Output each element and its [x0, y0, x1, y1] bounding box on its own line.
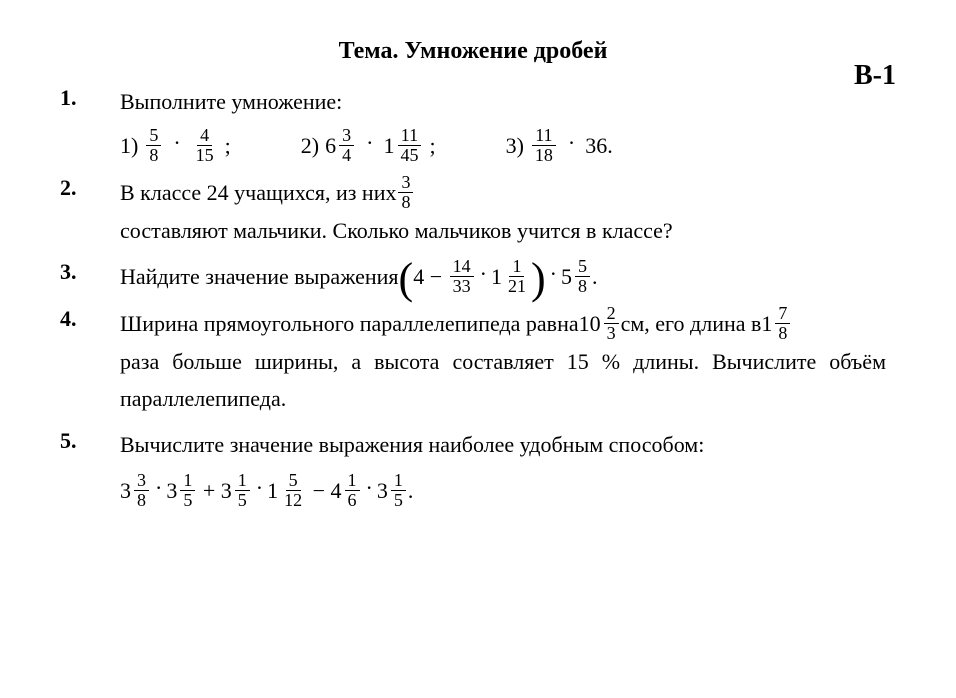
- problem-number: 2.: [60, 173, 120, 201]
- mixed-number: 11145: [383, 126, 423, 165]
- problem-text: составляют мальчики. Сколько мальчиков у…: [120, 212, 673, 249]
- fraction: 58: [146, 126, 161, 165]
- problem-text: В классе 24 учащихся, из них: [120, 174, 396, 211]
- problem-text: Ширина прямоугольного параллелепипеда ра…: [120, 305, 579, 342]
- fraction: 1118: [532, 126, 556, 165]
- problem-number: 5.: [60, 426, 120, 454]
- expression: 338 · 315 + 315 · 1512 − 416 · 315 .: [120, 471, 413, 510]
- subpart-label: 2): [301, 127, 319, 164]
- fraction: 1433: [450, 257, 474, 296]
- subpart-1: 1) 58 · 415 ;: [120, 126, 231, 165]
- subpart-label: 1): [120, 127, 138, 164]
- expression: ( 4 − 1433 · 1121 ): [399, 257, 546, 296]
- mixed-number: 558: [561, 257, 592, 296]
- mixed-number: 178: [761, 304, 792, 343]
- problem-text: Выполните умножение:: [120, 83, 886, 120]
- problem-text: Найдите значение выражения: [120, 258, 399, 295]
- problem-5: 5. Вычислите значение выражения наиболее…: [60, 426, 886, 510]
- problem-3: 3. Найдите значение выражения ( 4 − 1433…: [60, 257, 886, 296]
- problem-text: Вычислите значение выражения наиболее уд…: [120, 426, 886, 463]
- page: Тема. Умножение дробей В-1 1. Выполните …: [0, 0, 956, 548]
- mixed-number: 634: [325, 126, 356, 165]
- variant-label: В-1: [854, 60, 896, 92]
- problem-text: см, его длина в: [621, 305, 762, 342]
- problem-4: 4. Ширина прямоугольного параллелепипеда…: [60, 304, 886, 418]
- mixed-number: 1023: [579, 304, 621, 343]
- problem-number: 4.: [60, 304, 120, 332]
- problem-number: 3.: [60, 257, 120, 285]
- problem-number: 1.: [60, 83, 120, 111]
- problem-2: 2. В классе 24 учащихся, из них 38 соста…: [60, 173, 886, 249]
- subpart-2: 2) 634 · 11145 ;: [301, 126, 436, 165]
- mixed-number: 1121: [491, 257, 531, 296]
- problem-text: раза больше ширины, а высота составляет …: [120, 343, 886, 418]
- subpart-3: 3) 1118 · 36.: [506, 126, 613, 165]
- problem-1: 1. Выполните умножение: 1) 58 · 415 ; 2)…: [60, 83, 886, 165]
- subpart-label: 3): [506, 127, 524, 164]
- fraction: 38: [398, 173, 413, 212]
- fraction: 415: [193, 126, 217, 165]
- topic-title: Тема. Умножение дробей: [60, 38, 886, 65]
